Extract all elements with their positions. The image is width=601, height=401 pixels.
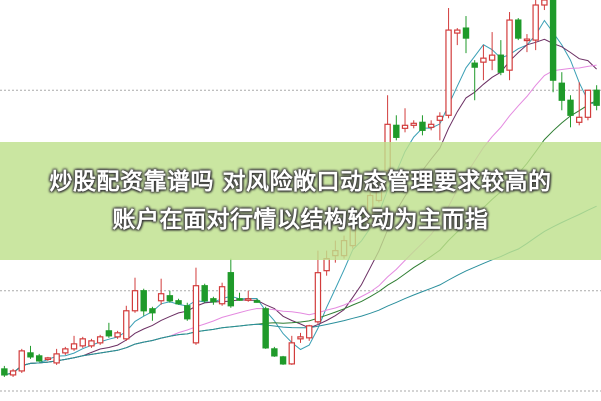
candle-down	[549, 0, 557, 81]
candle-down	[210, 298, 217, 303]
candle-up	[314, 272, 322, 323]
candle-down	[140, 290, 147, 312]
candle-down	[166, 295, 174, 302]
candle-up	[218, 286, 226, 305]
candle-down	[35, 355, 43, 362]
candle-up	[480, 57, 487, 63]
candle-up	[245, 298, 252, 301]
candle-down	[184, 305, 191, 320]
candle-up	[192, 285, 200, 344]
candle-down	[497, 54, 505, 73]
candle-up	[506, 19, 513, 71]
candle-up	[454, 29, 461, 34]
candle-up	[79, 338, 86, 347]
candle-up	[541, 0, 548, 6]
candle-up	[297, 336, 304, 340]
title-line-1: 炒股配资靠谱吗 对风险敞口动态管理要求较高的	[49, 169, 552, 195]
candle-up	[53, 353, 60, 364]
candle-down	[149, 308, 156, 314]
ma-line-10	[4, 38, 597, 376]
candle-down	[593, 89, 600, 106]
candle-up	[410, 122, 417, 126]
candle-up	[96, 336, 104, 344]
candle-up	[523, 38, 531, 42]
candle-down	[175, 300, 182, 305]
candle-up	[488, 54, 496, 61]
candle-down	[558, 82, 566, 101]
candle-down	[1, 368, 8, 376]
candle-up	[62, 348, 69, 354]
candle-up	[576, 116, 583, 123]
candle-down	[462, 27, 470, 39]
candle-down	[27, 352, 34, 358]
candle-up	[88, 340, 95, 347]
candle-down	[227, 272, 235, 307]
candle-up	[9, 370, 17, 376]
candle-up	[70, 343, 78, 350]
candle-down	[419, 121, 426, 131]
candle-down	[567, 99, 574, 116]
candle-down	[105, 330, 113, 337]
candle-up	[288, 342, 296, 365]
candle-down	[393, 124, 400, 138]
candle-up	[18, 350, 25, 372]
candle-up	[131, 290, 139, 312]
candle-up	[44, 357, 52, 360]
candle-up	[436, 115, 444, 121]
candle-down	[471, 62, 478, 68]
candle-down	[515, 19, 522, 39]
candle-up	[123, 310, 130, 340]
candle-up	[114, 332, 121, 338]
candle-up	[323, 258, 330, 272]
candle-up	[305, 325, 313, 339]
candle-down	[271, 348, 278, 357]
title-banner: 炒股配资靠谱吗 对风险敞口动态管理要求较高的 账户在面对行情以结构轮动为主而指	[0, 142, 601, 260]
candle-up	[157, 293, 165, 302]
candle-up	[532, 4, 539, 41]
candle-down	[279, 356, 287, 365]
candle-down	[201, 285, 208, 302]
candle-down	[262, 308, 269, 349]
candle-down	[236, 298, 243, 301]
title-line-2: 账户在面对行情以结构轮动为主而指	[112, 207, 489, 233]
candle-up	[445, 29, 452, 116]
candle-up	[584, 89, 592, 118]
candle-down	[253, 300, 261, 303]
candle-up	[427, 123, 435, 128]
candle-up	[401, 124, 409, 129]
